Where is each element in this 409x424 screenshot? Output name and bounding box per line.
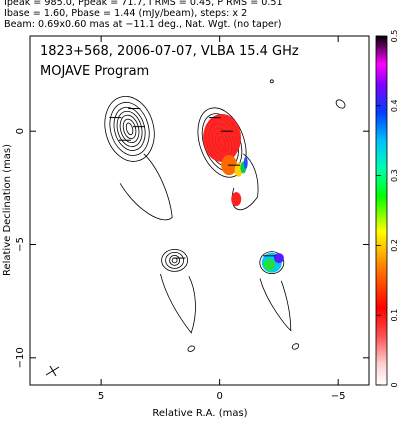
x-tick-label: 0 — [216, 391, 222, 402]
contour-lower-right — [259, 251, 285, 275]
polarization-jet — [231, 192, 242, 207]
y-tick-label: −10 — [15, 347, 26, 368]
x-axis-label: Relative R.A. (mas) — [152, 408, 247, 419]
plot-title: 1823+568, 2006-07-07, VLBA 15.4 GHz — [40, 44, 299, 59]
colorbar-tick-label: 0 — [390, 382, 399, 387]
colorbar-tick-label: 0.3 — [390, 169, 399, 182]
contour-small — [269, 79, 274, 84]
x-tick-label: −5 — [331, 391, 346, 402]
contour-lower-right-tail — [259, 278, 292, 332]
x-ticks: 5 0 −5 — [98, 36, 346, 402]
contour-lower-left — [161, 248, 189, 272]
x-tick-label: 5 — [98, 391, 104, 402]
plot-frame — [29, 35, 370, 386]
colorbar-tick-label: 0.2 — [390, 239, 399, 252]
contour-left-component — [109, 101, 150, 156]
header-line-2: Ibase = 1.60, Pbase = 1.44 (mJy/beam), s… — [4, 8, 248, 19]
y-tick-label: −5 — [15, 237, 26, 252]
y-axis-label: Relative Declination (mas) — [2, 144, 13, 276]
polarization-core — [203, 113, 242, 162]
y-ticks: 0 −5 −10 — [15, 128, 369, 368]
contour-left-component — [116, 110, 143, 147]
contour-small — [187, 345, 195, 352]
contour-lower-left — [165, 251, 185, 269]
contour-left-tail — [119, 153, 173, 221]
plot-subtitle: MOJAVE Program — [40, 64, 149, 79]
polarization-vectors — [109, 108, 276, 259]
contour-lower-left — [169, 254, 181, 266]
polarization-fill — [203, 113, 284, 273]
header-line-1: Ipeak = 985.0, Ppeak = 71.7, I RMS = 0.4… — [4, 0, 283, 8]
contour-core — [197, 107, 247, 178]
contour-left-component — [113, 106, 146, 151]
contour-left-component — [122, 118, 137, 140]
colorbar-tick-label: 0.4 — [390, 99, 399, 112]
contour-small — [335, 99, 346, 109]
contour-small — [291, 343, 300, 350]
polarization-core — [243, 156, 248, 169]
contour-lower-left — [171, 257, 178, 264]
polarization-knot — [263, 258, 276, 271]
beam-marker — [45, 365, 60, 377]
colorbar-ticks: 0 0.1 0.2 0.3 0.4 0.5 — [376, 30, 399, 388]
header-line-3: Beam: 0.69x0.60 mas at −11.1 deg., Nat. … — [4, 19, 282, 30]
colorbar-tick-label: 0.5 — [390, 30, 399, 43]
contour-lower-left-tail — [159, 273, 196, 334]
contour-left-component — [125, 122, 134, 136]
polarization-knot — [273, 253, 284, 264]
colorbar — [375, 35, 388, 386]
colorbar-tick-label: 0.1 — [390, 309, 399, 322]
y-tick-label: 0 — [15, 128, 26, 134]
contour-left-component — [104, 96, 155, 162]
